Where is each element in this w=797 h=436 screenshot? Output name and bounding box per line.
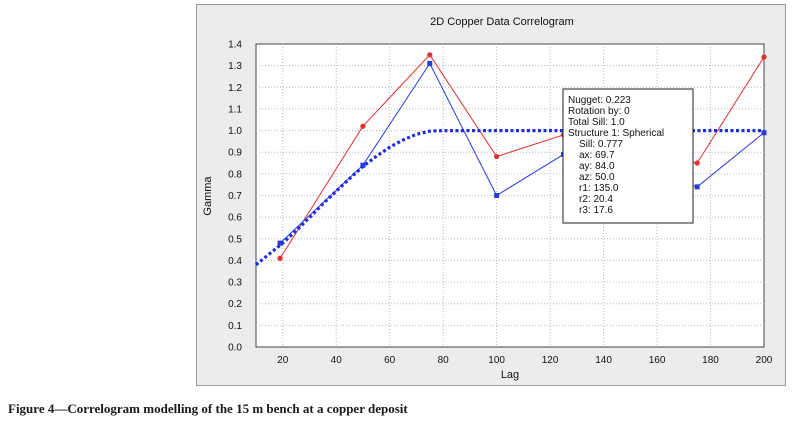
x-tick-label: 60 (384, 355, 396, 366)
info-line-sill: Sill: 0.777 (579, 139, 623, 150)
y-tick-label: 1.2 (228, 83, 242, 94)
series-1-point (761, 54, 767, 60)
series-1-point (494, 153, 500, 160)
series-2-point (761, 130, 767, 136)
x-tick-label: 80 (438, 355, 450, 366)
series-2-point (360, 162, 366, 168)
info-line-nugget: Nugget: 0.223 (568, 95, 631, 106)
series-1-point (427, 52, 433, 58)
series-1-point (277, 255, 283, 261)
chart-title: 2D Copper Data Correlogram (430, 16, 574, 28)
series-2-point (277, 240, 283, 246)
y-tick-label: 0.0 (228, 343, 242, 354)
parameter-info-box: Nugget: 0.223 Rotation by: 0 Total Sill:… (562, 88, 694, 224)
y-tick-label: 0.7 (228, 191, 242, 202)
model-curve-line (254, 128, 764, 267)
x-tick-label: 120 (542, 355, 559, 366)
x-tick-label: 20 (277, 355, 289, 366)
y-tick-label: 1.4 (228, 40, 242, 51)
y-tick-label: 0.6 (228, 213, 242, 224)
series-2-point (494, 193, 500, 198)
chart-svg: 2D Copper Data Correlogram 0.00.10.20.30… (202, 16, 773, 381)
y-tick-label: 0.4 (228, 256, 242, 267)
x-tick-label: 140 (595, 355, 612, 366)
y-tick-label: 1.1 (228, 104, 242, 115)
y-tick-label: 0.2 (228, 299, 242, 310)
info-line-r2: r2: 20.4 (579, 194, 613, 205)
info-line-rotation: Rotation by: 0 (568, 106, 630, 117)
info-line-r1: r1: 135.0 (579, 183, 619, 194)
series-2-point (694, 184, 700, 190)
info-line-ay: ay: 84.0 (579, 161, 615, 172)
y-tick-label: 0.9 (228, 148, 242, 159)
x-axis-label: Lag (501, 369, 519, 381)
y-tick-labels: 0.0 0.1 0.2 0.3 0.4 0.5 0.6 0.7 0.8 0.9 1.0 1.1 1.2 1… (228, 40, 242, 354)
series-1-point (360, 123, 366, 129)
x-tick-labels: 20 40 60 80 100 120 140 160 180 200 (277, 355, 773, 366)
x-tick-label: 180 (702, 355, 719, 366)
x-tick-label: 200 (756, 355, 773, 366)
series-2-point (427, 60, 433, 66)
y-tick-label: 0.3 (228, 278, 242, 289)
series-1-point (694, 160, 700, 166)
x-tick-label: 40 (331, 355, 343, 366)
info-line-ax: ax: 69.7 (579, 150, 615, 161)
info-line-az: az: 50.0 (579, 172, 615, 183)
series-layer (254, 52, 767, 267)
chart-window: 2D Copper Data Correlogram 0.0 0.1 0.2 0.3 0… (196, 4, 786, 386)
info-line-structure: Structure 1: Spherical (568, 128, 664, 139)
y-axis-label: Gamma (202, 176, 214, 216)
y-tick-label: 1.0 (228, 126, 242, 137)
info-box-frame (562, 88, 694, 224)
y-tick-label: 1.3 (228, 61, 242, 72)
figure-caption: Figure 4—Correlogram modelling of the 15… (8, 401, 408, 416)
y-tick-label: 0.5 (228, 234, 242, 245)
info-line-total-sill: Total Sill: 1.0 (568, 117, 625, 128)
x-tick-label: 160 (649, 355, 666, 366)
y-tick-label: 0.8 (228, 169, 242, 180)
x-tick-label: 100 (488, 355, 505, 366)
info-line-r3: r3: 17.6 (579, 205, 613, 216)
y-tick-label: 0.1 (228, 321, 242, 332)
